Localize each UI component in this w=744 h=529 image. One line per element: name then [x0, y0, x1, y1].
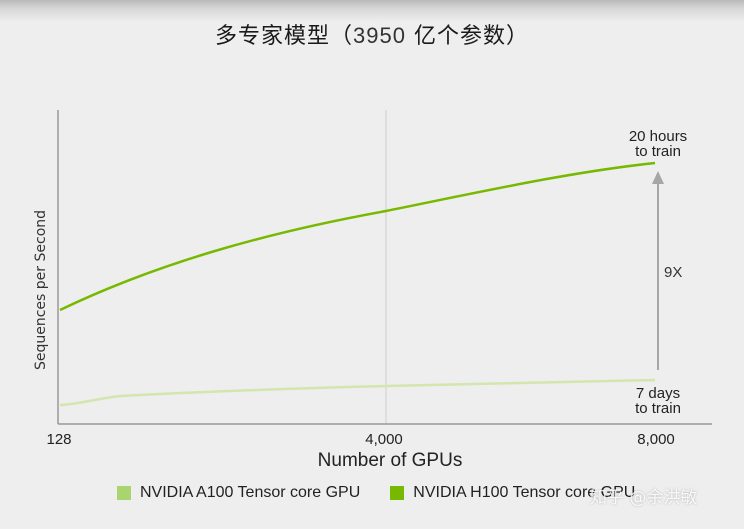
- x-axis-label: Number of GPUs: [317, 450, 463, 471]
- h100-annotation-line1: 20 hours: [628, 128, 688, 145]
- legend-item-h100: NVIDIA H100 Tensor core GPU: [390, 484, 635, 502]
- chart-title: 多专家模型（3950 亿个参数）: [0, 18, 744, 50]
- speedup-arrow-head-icon: [652, 171, 664, 184]
- legend-swatch-a100: [117, 486, 131, 500]
- a100-annotation-line2: to train: [635, 400, 681, 417]
- x-tick-4000: 4,000: [365, 431, 403, 448]
- top-shadow: [0, 0, 744, 22]
- speedup-label: 9X: [664, 264, 683, 281]
- a100-series-line: [59, 378, 656, 407]
- legend: NVIDIA A100 Tensor core GPU NVIDIA H100 …: [117, 484, 665, 502]
- legend-label-h100: NVIDIA H100 Tensor core GPU: [413, 484, 636, 501]
- h100-annotation: 20 hours to train: [629, 129, 687, 159]
- a100-annotation-line1: 7 days: [635, 385, 681, 402]
- legend-item-a100: NVIDIA A100 Tensor core GPU: [117, 484, 360, 502]
- title-suffix: 亿个参数）: [405, 24, 529, 49]
- title-prefix: 多专家模型（: [215, 24, 354, 49]
- h100-annotation-line2: to train: [635, 143, 681, 160]
- a100-annotation: 7 days to train: [635, 386, 681, 416]
- h100-series-line: [59, 161, 656, 312]
- legend-swatch-h100: [390, 486, 405, 500]
- x-tick-8000: 8,000: [637, 431, 675, 448]
- y-axis-label: Sequences per Second: [33, 209, 49, 371]
- x-tick-128: 128: [46, 431, 72, 448]
- title-number: 3950: [353, 23, 406, 48]
- legend-label-a100: NVIDIA A100 Tensor core GPU: [140, 484, 361, 501]
- watermark: 知乎 @余洪敏: [590, 488, 698, 508]
